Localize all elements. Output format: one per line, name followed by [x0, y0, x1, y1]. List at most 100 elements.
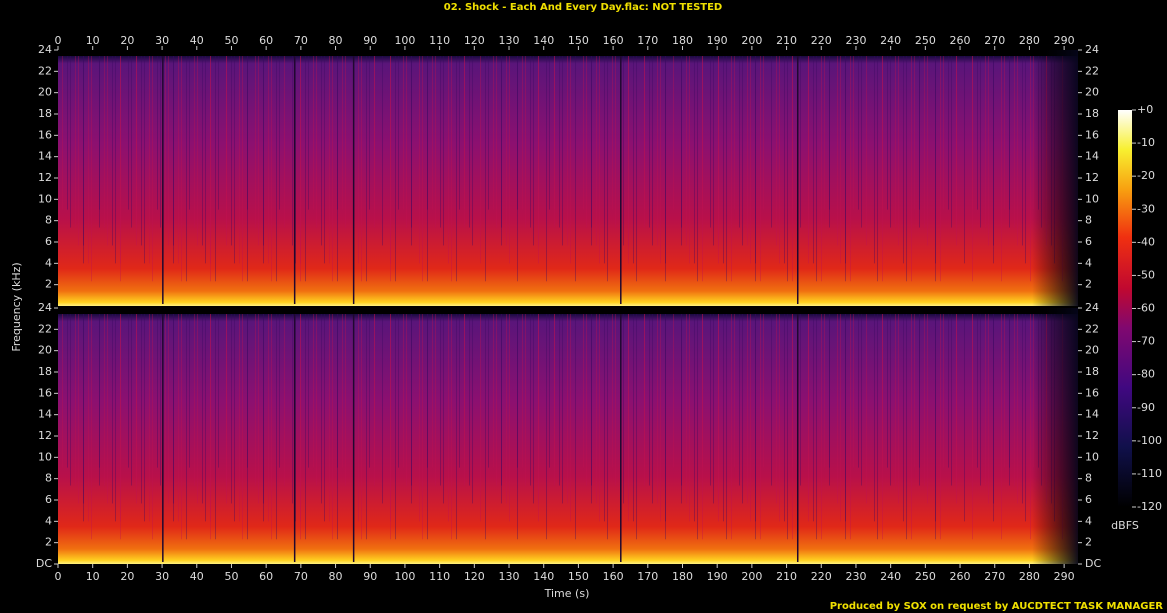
y-tick-label: 18 — [1085, 365, 1099, 378]
y-tick-label: 8 — [1085, 214, 1092, 227]
colorbar-tick-label: +0 — [1137, 103, 1153, 116]
x-tick-label: 50 — [224, 570, 238, 583]
spectrogram-fade — [58, 50, 1078, 306]
x-tick-label: 80 — [329, 34, 343, 47]
x-tick-label: 140 — [533, 570, 554, 583]
x-tick-label: 160 — [603, 34, 624, 47]
spectrogram-fade — [58, 308, 1078, 564]
x-tick-label: 100 — [394, 570, 415, 583]
colorbar-tick-label: -20 — [1137, 169, 1155, 182]
x-tick-label: 270 — [984, 570, 1005, 583]
x-tick-label: 210 — [776, 34, 797, 47]
x-tick-label: 260 — [950, 570, 971, 583]
x-tick-label: 230 — [845, 34, 866, 47]
x-tick-label: 40 — [190, 570, 204, 583]
x-tick-label: 230 — [845, 570, 866, 583]
y-tick-label: 2 — [1085, 278, 1092, 291]
x-tick-label: 30 — [155, 570, 169, 583]
colorbar-tick-label: -30 — [1137, 202, 1155, 215]
y-tick-label: DC — [36, 557, 52, 570]
x-tick-label: 170 — [637, 34, 658, 47]
x-tick-label: 100 — [394, 34, 415, 47]
x-tick-label: 250 — [915, 34, 936, 47]
y-tick-label: 24 — [1085, 43, 1099, 56]
x-tick-label: 10 — [86, 34, 100, 47]
colorbar-tick-label: -70 — [1137, 335, 1155, 348]
y-tick-label: 22 — [38, 64, 52, 77]
colorbar — [1118, 110, 1132, 507]
y-tick-label: 2 — [45, 536, 52, 549]
y-tick-label: 22 — [38, 322, 52, 335]
x-tick-label: 270 — [984, 34, 1005, 47]
colorbar-tick-label: -60 — [1137, 302, 1155, 315]
chart-title: 02. Shock - Each And Every Day.flac: NOT… — [444, 2, 722, 13]
y-tick-label: 12 — [1085, 429, 1099, 442]
y-tick-label: 2 — [45, 278, 52, 291]
y-tick-label: 14 — [38, 408, 52, 421]
y-tick-label: 4 — [45, 256, 52, 269]
x-tick-label: 240 — [880, 570, 901, 583]
x-tick-label: 50 — [224, 34, 238, 47]
y-tick-label: 12 — [1085, 171, 1099, 184]
y-tick-label: 14 — [1085, 150, 1099, 163]
y-tick-label: 6 — [45, 235, 52, 248]
y-tick-label: 16 — [38, 386, 52, 399]
y-tick-label: 4 — [45, 514, 52, 527]
x-tick-label: 0 — [55, 570, 62, 583]
y-tick-label: 16 — [1085, 386, 1099, 399]
x-tick-label: 170 — [637, 570, 658, 583]
y-tick-label: 22 — [1085, 64, 1099, 77]
x-tick-label: 40 — [190, 34, 204, 47]
colorbar-tick-label: -80 — [1137, 368, 1155, 381]
x-tick-label: 190 — [707, 570, 728, 583]
x-tick-label: 290 — [1054, 34, 1075, 47]
x-tick-label: 20 — [120, 570, 134, 583]
x-tick-label: 220 — [811, 570, 832, 583]
y-tick-label: 10 — [1085, 450, 1099, 463]
y-tick-label: 12 — [38, 171, 52, 184]
x-tick-label: 160 — [603, 570, 624, 583]
y-tick-label: DC — [1085, 557, 1101, 570]
x-tick-label: 90 — [363, 34, 377, 47]
y-tick-label: 10 — [38, 450, 52, 463]
y-tick-label: 20 — [1085, 344, 1099, 357]
y-tick-label: 6 — [1085, 493, 1092, 506]
x-tick-label: 180 — [672, 570, 693, 583]
x-tick-label: 70 — [294, 34, 308, 47]
x-tick-label: 110 — [429, 34, 450, 47]
x-tick-label: 260 — [950, 34, 971, 47]
y-tick-label: 20 — [38, 86, 52, 99]
y-tick-label: 6 — [1085, 235, 1092, 248]
y-tick-label: 4 — [1085, 514, 1092, 527]
colorbar-tick-label: -110 — [1137, 467, 1162, 480]
y-tick-label: 16 — [1085, 128, 1099, 141]
y-tick-label: 2 — [1085, 536, 1092, 549]
y-tick-label: 14 — [1085, 408, 1099, 421]
y-tick-label: 10 — [1085, 192, 1099, 205]
y-tick-label: 8 — [1085, 472, 1092, 485]
colorbar-tick-label: -120 — [1137, 500, 1162, 513]
x-tick-label: 150 — [568, 34, 589, 47]
x-tick-label: 120 — [464, 570, 485, 583]
x-tick-label: 60 — [259, 34, 273, 47]
colorbar-label: dBFS — [1111, 519, 1139, 532]
x-tick-label: 90 — [363, 570, 377, 583]
x-tick-label: 20 — [120, 34, 134, 47]
y-tick-label: 18 — [38, 365, 52, 378]
x-tick-label: 130 — [499, 570, 520, 583]
y-tick-label: 8 — [45, 214, 52, 227]
x-tick-label: 190 — [707, 34, 728, 47]
y-tick-label: 24 — [38, 43, 52, 56]
x-tick-label: 210 — [776, 570, 797, 583]
x-tick-label: 290 — [1054, 570, 1075, 583]
x-tick-label: 80 — [329, 570, 343, 583]
x-tick-label: 10 — [86, 570, 100, 583]
y-tick-label: 10 — [38, 192, 52, 205]
x-tick-label: 110 — [429, 570, 450, 583]
y-tick-label: 20 — [1085, 86, 1099, 99]
x-tick-label: 120 — [464, 34, 485, 47]
y-tick-label: 18 — [38, 107, 52, 120]
x-tick-label: 0 — [55, 34, 62, 47]
y-tick-label: 4 — [1085, 256, 1092, 269]
